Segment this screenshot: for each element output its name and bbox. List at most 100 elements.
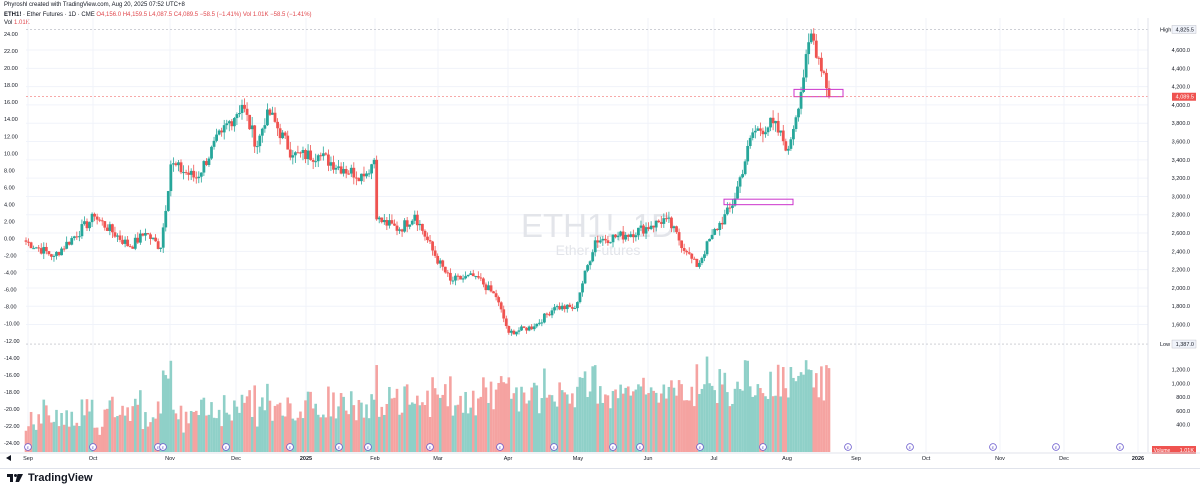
volume-bar bbox=[98, 434, 101, 452]
left-tick-label: 20.00 bbox=[4, 66, 18, 72]
volume-bar bbox=[263, 410, 267, 452]
candle-body bbox=[393, 223, 396, 226]
candle-body bbox=[758, 128, 762, 131]
candle-body bbox=[423, 230, 427, 237]
candle-body bbox=[131, 246, 135, 249]
volume-bar bbox=[146, 426, 150, 452]
candle-body bbox=[469, 273, 473, 275]
candle-body bbox=[164, 210, 168, 228]
candle-body bbox=[664, 218, 668, 220]
volume-bar bbox=[626, 386, 630, 452]
volume-bar bbox=[596, 403, 600, 452]
earnings-marker-icon bbox=[159, 443, 167, 451]
candle-body bbox=[550, 310, 554, 316]
candle-body bbox=[403, 220, 407, 232]
volume-bar bbox=[812, 387, 816, 452]
volume-bar bbox=[578, 377, 582, 452]
candle-body bbox=[260, 128, 264, 136]
volume-bar bbox=[139, 390, 142, 452]
price-tick-label: 2,800.0 bbox=[1172, 213, 1190, 219]
symbol-name[interactable]: ETH1! bbox=[4, 12, 22, 18]
candle-body bbox=[708, 238, 711, 242]
candle-body bbox=[504, 318, 508, 327]
candle-body bbox=[95, 216, 99, 220]
symbol-legend[interactable]: ETH1! · Ether Futures · 1D · CME O4,156.… bbox=[4, 12, 312, 18]
volume-bar bbox=[32, 424, 35, 452]
candle-body bbox=[797, 108, 800, 118]
volume-bar bbox=[769, 371, 772, 452]
candle-body bbox=[695, 258, 699, 267]
volume-bar bbox=[126, 407, 129, 452]
candle-body bbox=[487, 285, 490, 291]
tradingview-brand[interactable]: TradingView bbox=[6, 472, 93, 484]
candle-body bbox=[42, 246, 46, 254]
candle-body bbox=[786, 148, 790, 151]
earnings-marker-letter: E bbox=[162, 445, 165, 450]
candle-body bbox=[819, 57, 823, 72]
high-value-box bbox=[1171, 25, 1197, 34]
volume-bar bbox=[337, 406, 340, 452]
volume-legend[interactable]: Vol 1.01K bbox=[4, 20, 30, 26]
volume-bar bbox=[283, 416, 287, 452]
candle-body bbox=[309, 150, 313, 160]
volume-bar bbox=[573, 407, 577, 452]
candle-body bbox=[583, 270, 587, 284]
earnings-marker-letter: E bbox=[499, 445, 502, 450]
candle-body bbox=[731, 205, 734, 208]
candle-body bbox=[807, 42, 811, 55]
time-tick-label: Oct bbox=[922, 456, 931, 462]
candle-body bbox=[654, 220, 658, 228]
candle-body bbox=[418, 223, 422, 226]
volume-bar bbox=[347, 414, 351, 452]
volume-bar bbox=[715, 403, 719, 452]
volume-bar bbox=[743, 360, 747, 452]
earnings-marker-icon bbox=[550, 443, 558, 451]
volume-tick-label: 600.0 bbox=[1176, 409, 1190, 415]
volume-bar bbox=[738, 389, 742, 452]
volume-bar bbox=[383, 414, 386, 452]
volume-bar bbox=[106, 408, 109, 452]
volume-bar bbox=[568, 403, 572, 452]
volume-bar bbox=[611, 391, 615, 452]
price-chart[interactable]: ETH1!, 1D Ether Futures 24.00 22.00 20.00 1… bbox=[0, 0, 1200, 468]
ohlc-values: O4,156.0 H4,159.5 L4,087.5 C4,089.5 −58.… bbox=[96, 12, 242, 18]
left-tick-label: -24.00 bbox=[4, 441, 20, 447]
volume-bar bbox=[814, 373, 818, 452]
volume-bar bbox=[446, 406, 450, 452]
volume-bar bbox=[156, 401, 160, 452]
earnings-marker-icon bbox=[335, 443, 343, 451]
left-tick-label: -2.00 bbox=[4, 254, 17, 260]
volume-bar bbox=[220, 426, 223, 452]
volume-bar bbox=[47, 415, 51, 452]
volume-bar bbox=[327, 386, 330, 452]
candle-body bbox=[649, 225, 653, 230]
volume-bar bbox=[377, 416, 381, 452]
candle-body bbox=[365, 173, 368, 177]
volume-bar bbox=[187, 423, 190, 452]
volume-bar bbox=[258, 406, 262, 452]
volume-bar bbox=[774, 395, 777, 452]
volume-bar bbox=[222, 395, 226, 452]
volume-bar bbox=[792, 377, 795, 452]
volume-bar bbox=[24, 430, 28, 452]
candle-body bbox=[329, 162, 333, 166]
price-tick-label: 2,200.0 bbox=[1172, 268, 1190, 274]
volume-value-badge bbox=[1172, 446, 1196, 454]
volume-tick-label: 800.0 bbox=[1176, 395, 1190, 401]
candle-body bbox=[273, 112, 277, 122]
candle-body bbox=[240, 104, 244, 114]
candle-body bbox=[804, 54, 808, 78]
volume-bar bbox=[492, 409, 495, 452]
volume-bar bbox=[451, 415, 455, 452]
tradingview-logo-icon bbox=[7, 474, 23, 482]
volume-bar bbox=[576, 386, 579, 452]
candle-body bbox=[428, 240, 432, 242]
candle-body bbox=[344, 168, 348, 174]
volume-bar bbox=[197, 415, 201, 452]
candle-body bbox=[177, 162, 180, 166]
volume-bar bbox=[390, 398, 394, 452]
left-tick-label: -8.00 bbox=[4, 305, 17, 311]
high-value: 4,825.5 bbox=[1176, 27, 1194, 33]
candle-body bbox=[568, 304, 572, 308]
price-tick-label: 3,600.0 bbox=[1172, 140, 1190, 146]
